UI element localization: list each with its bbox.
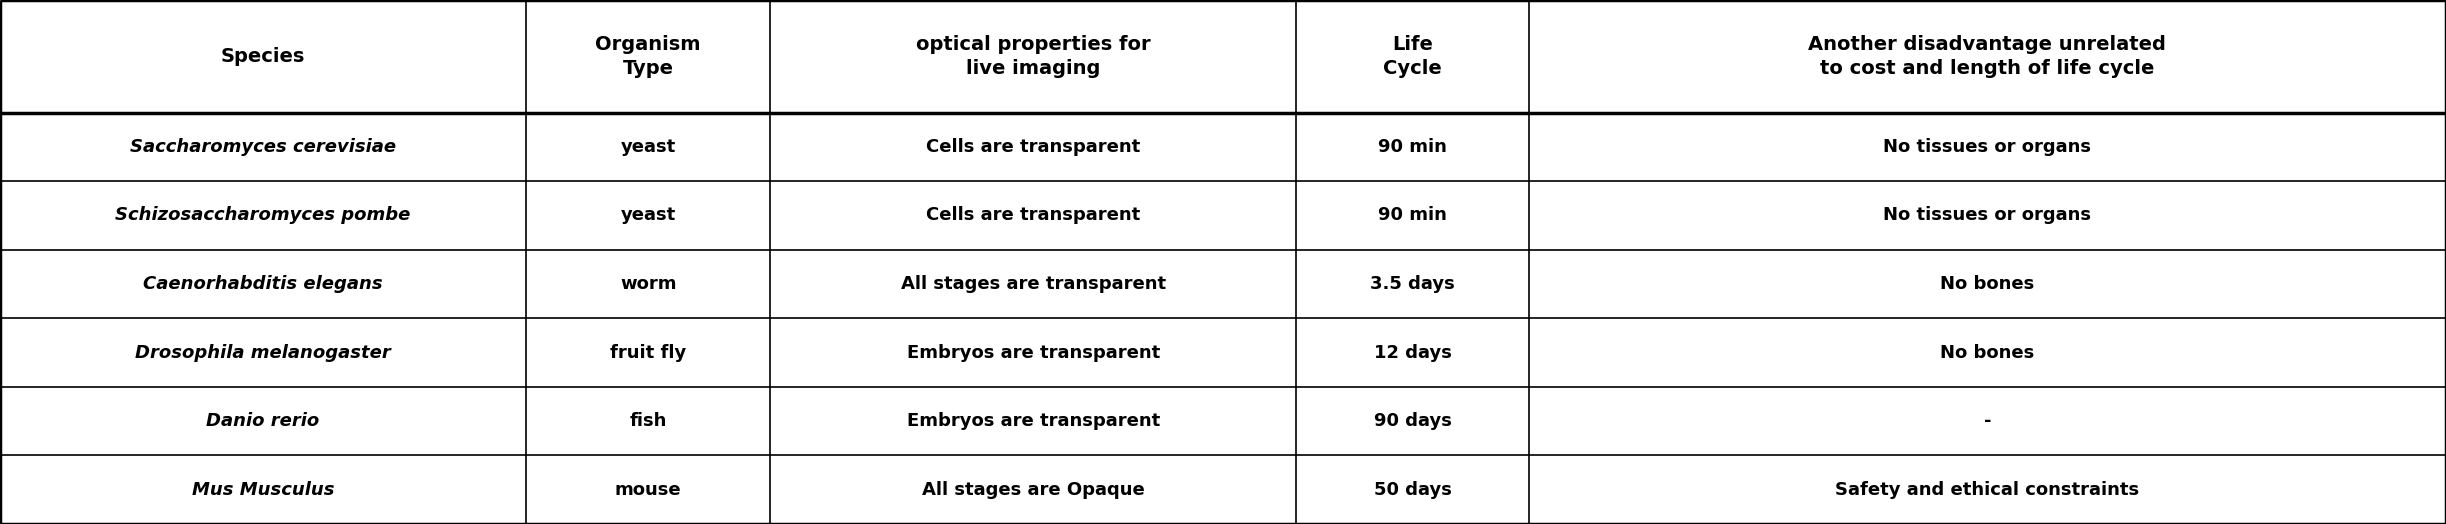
- Text: Embryos are transparent: Embryos are transparent: [907, 412, 1159, 430]
- Text: Drosophila melanogaster: Drosophila melanogaster: [135, 344, 391, 362]
- Text: Schizosaccharomyces pombe: Schizosaccharomyces pombe: [115, 206, 411, 224]
- Text: 90 days: 90 days: [1375, 412, 1450, 430]
- Text: Life
Cycle: Life Cycle: [1382, 35, 1443, 78]
- Text: All stages are Opaque: All stages are Opaque: [922, 481, 1145, 499]
- Text: Caenorhabditis elegans: Caenorhabditis elegans: [144, 275, 382, 293]
- Text: Organism
Type: Organism Type: [594, 35, 702, 78]
- Text: fruit fly: fruit fly: [609, 344, 687, 362]
- Text: Danio rerio: Danio rerio: [205, 412, 320, 430]
- Text: 12 days: 12 days: [1375, 344, 1450, 362]
- Text: Another disadvantage unrelated
to cost and length of life cycle: Another disadvantage unrelated to cost a…: [1808, 35, 2167, 78]
- Text: 90 min: 90 min: [1377, 206, 1448, 224]
- Text: mouse: mouse: [614, 481, 682, 499]
- Text: optical properties for
live imaging: optical properties for live imaging: [917, 35, 1150, 78]
- Text: Safety and ethical constraints: Safety and ethical constraints: [1834, 481, 2140, 499]
- Text: yeast: yeast: [621, 138, 675, 156]
- Text: Cells are transparent: Cells are transparent: [927, 206, 1140, 224]
- Text: All stages are transparent: All stages are transparent: [900, 275, 1167, 293]
- Text: Embryos are transparent: Embryos are transparent: [907, 344, 1159, 362]
- Text: 90 min: 90 min: [1377, 138, 1448, 156]
- Text: fish: fish: [629, 412, 668, 430]
- Text: No bones: No bones: [1940, 344, 2035, 362]
- Text: Mus Musculus: Mus Musculus: [191, 481, 335, 499]
- Text: yeast: yeast: [621, 206, 675, 224]
- Text: 50 days: 50 days: [1375, 481, 1450, 499]
- Text: No tissues or organs: No tissues or organs: [1883, 206, 2091, 224]
- Text: No tissues or organs: No tissues or organs: [1883, 138, 2091, 156]
- Text: Cells are transparent: Cells are transparent: [927, 138, 1140, 156]
- Text: 3.5 days: 3.5 days: [1370, 275, 1455, 293]
- Text: -: -: [1984, 412, 1991, 430]
- Text: worm: worm: [619, 275, 678, 293]
- Text: Species: Species: [220, 47, 306, 66]
- Text: Saccharomyces cerevisiae: Saccharomyces cerevisiae: [130, 138, 396, 156]
- Text: No bones: No bones: [1940, 275, 2035, 293]
